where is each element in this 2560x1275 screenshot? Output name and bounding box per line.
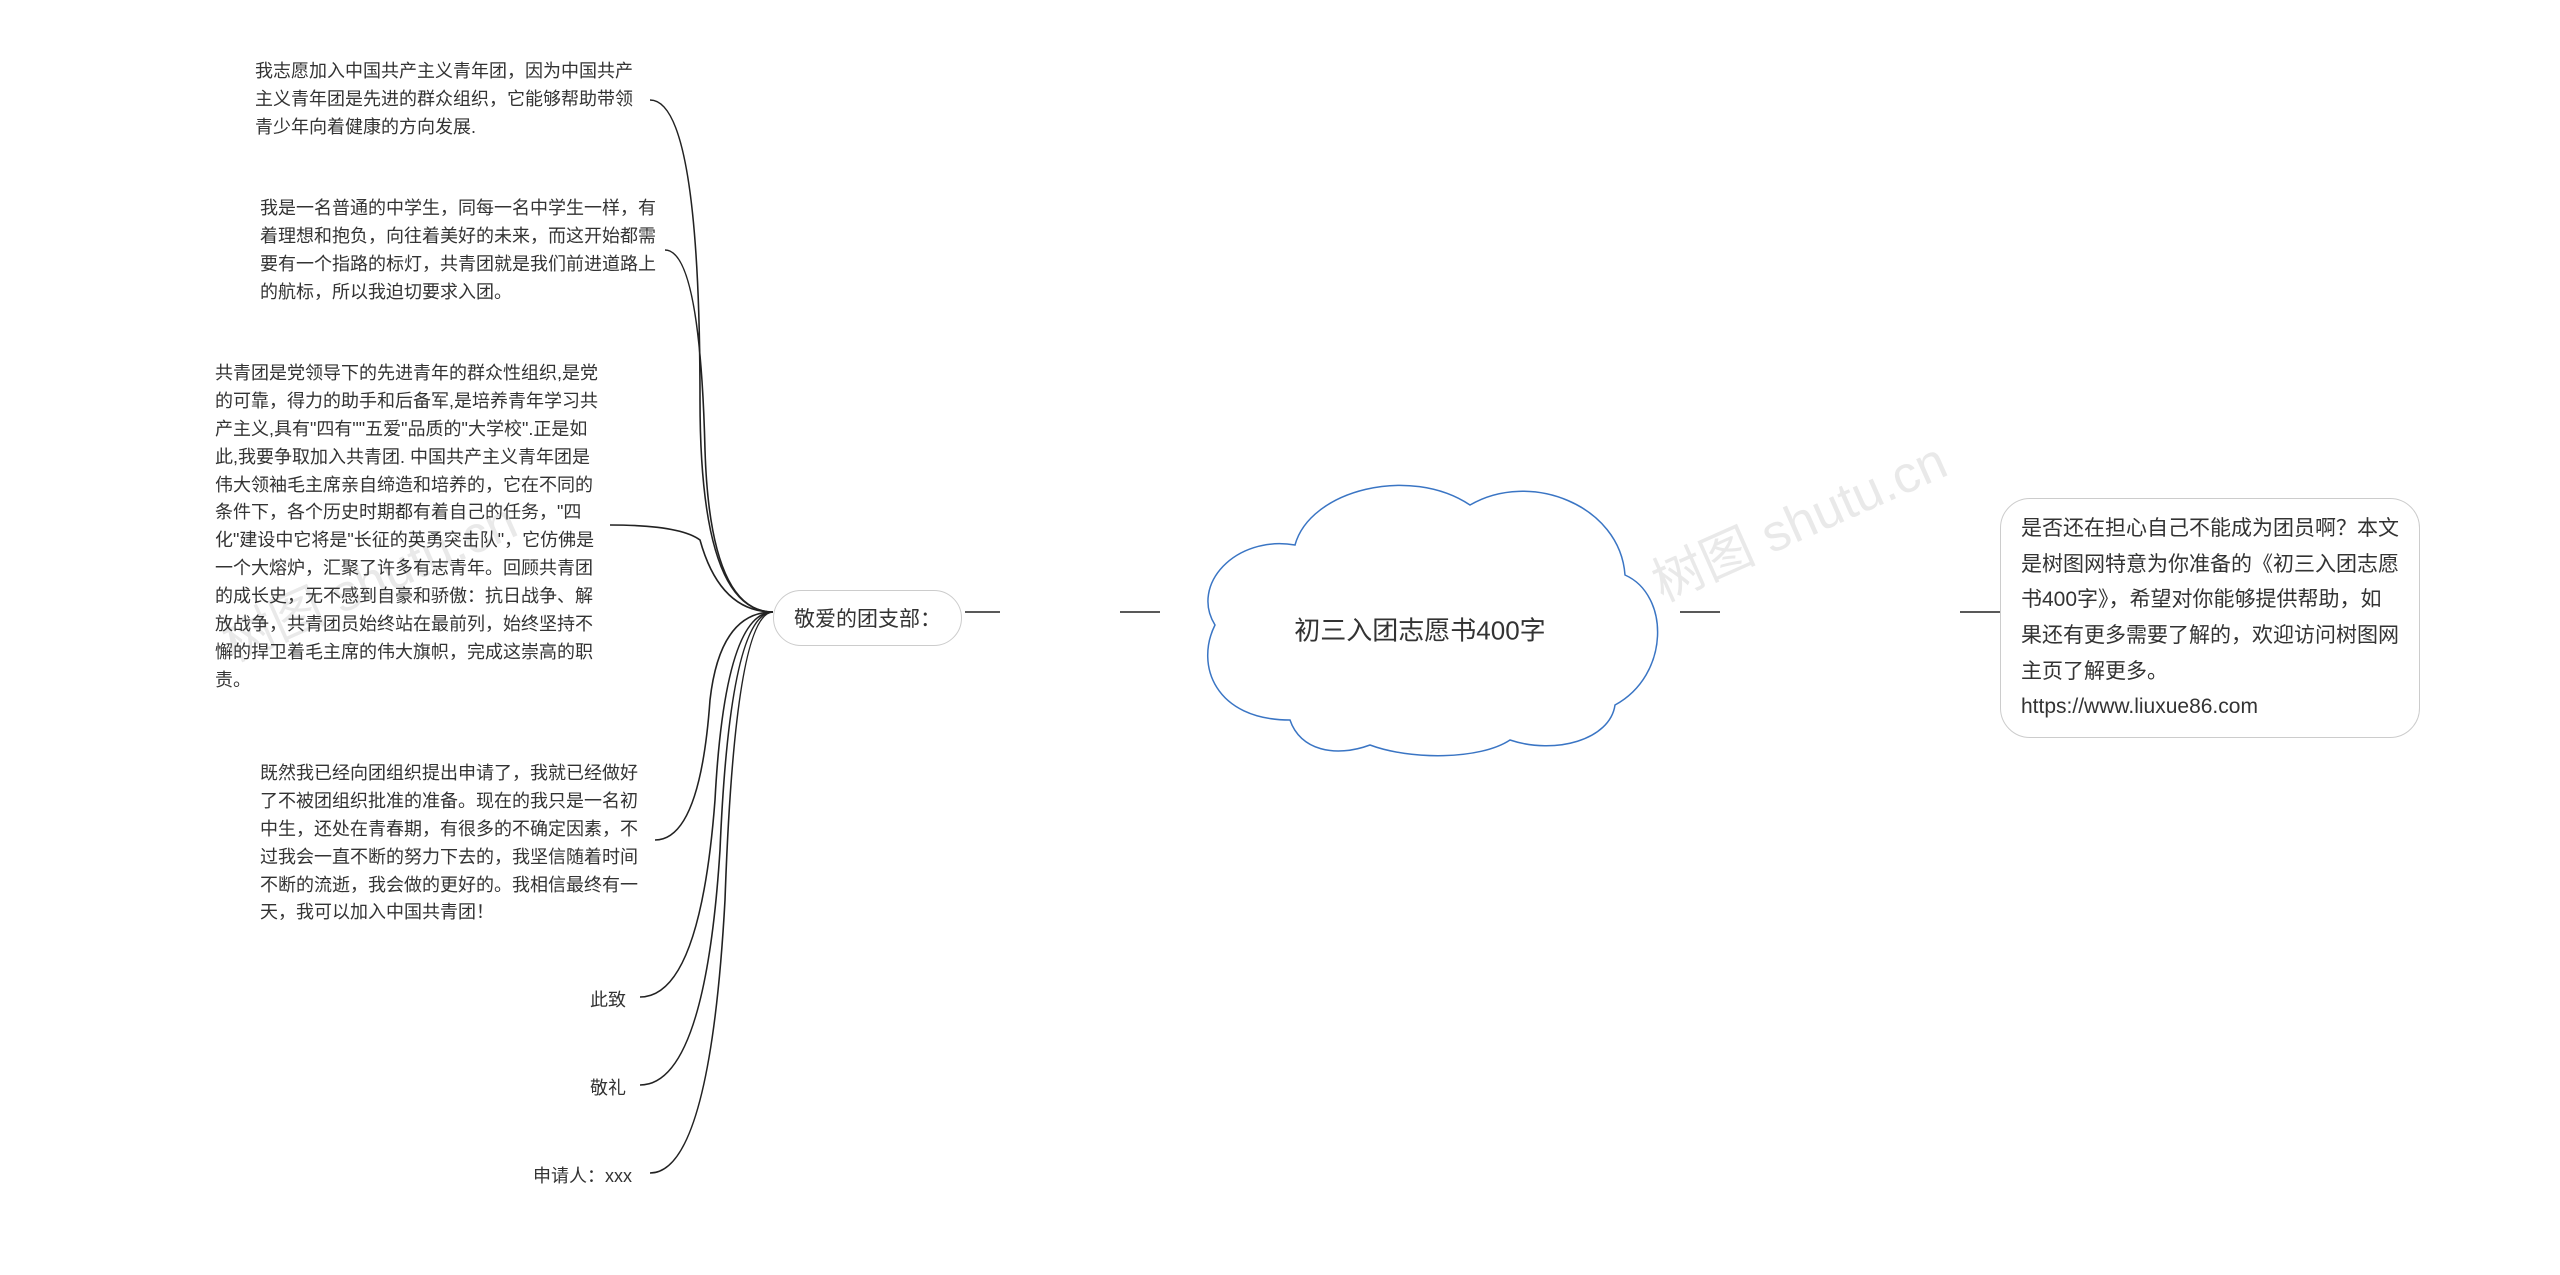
mindmap-root: 树图 shutu.cn 树图 shutu.cn 初三入团志愿书400字 是否还在… [0, 0, 2560, 1275]
leaf-node: 申请人：xxx [533, 1163, 632, 1191]
leaf-node: 敬礼 [590, 1075, 626, 1103]
leaf-node: 既然我已经向团组织提出申请了，我就已经做好了不被团组织批准的准备。现在的我只是一… [260, 760, 650, 927]
leaf-node: 此致 [590, 987, 626, 1015]
leaf-node: 我是一名普通的中学生，同每一名中学生一样，有着理想和抱负，向往着美好的未来，而这… [260, 195, 660, 307]
leaf-node: 共青团是党领导下的先进青年的群众性组织,是党的可靠，得力的助手和后备军,是培养青… [215, 360, 605, 695]
center-title: 初三入团志愿书400字 [1294, 611, 1545, 648]
right-info-node: 是否还在担心自己不能成为团员啊？本文是树图网特意为你准备的《初三入团志愿书400… [2000, 498, 2420, 738]
watermark: 树图 shutu.cn [1638, 419, 1956, 616]
left-parent-node: 敬爱的团支部： [773, 590, 962, 646]
leaf-node: 我志愿加入中国共产主义青年团，因为中国共产主义青年团是先进的群众组织，它能够帮助… [255, 58, 645, 142]
center-node: 初三入团志愿书400字 [1160, 450, 1680, 770]
